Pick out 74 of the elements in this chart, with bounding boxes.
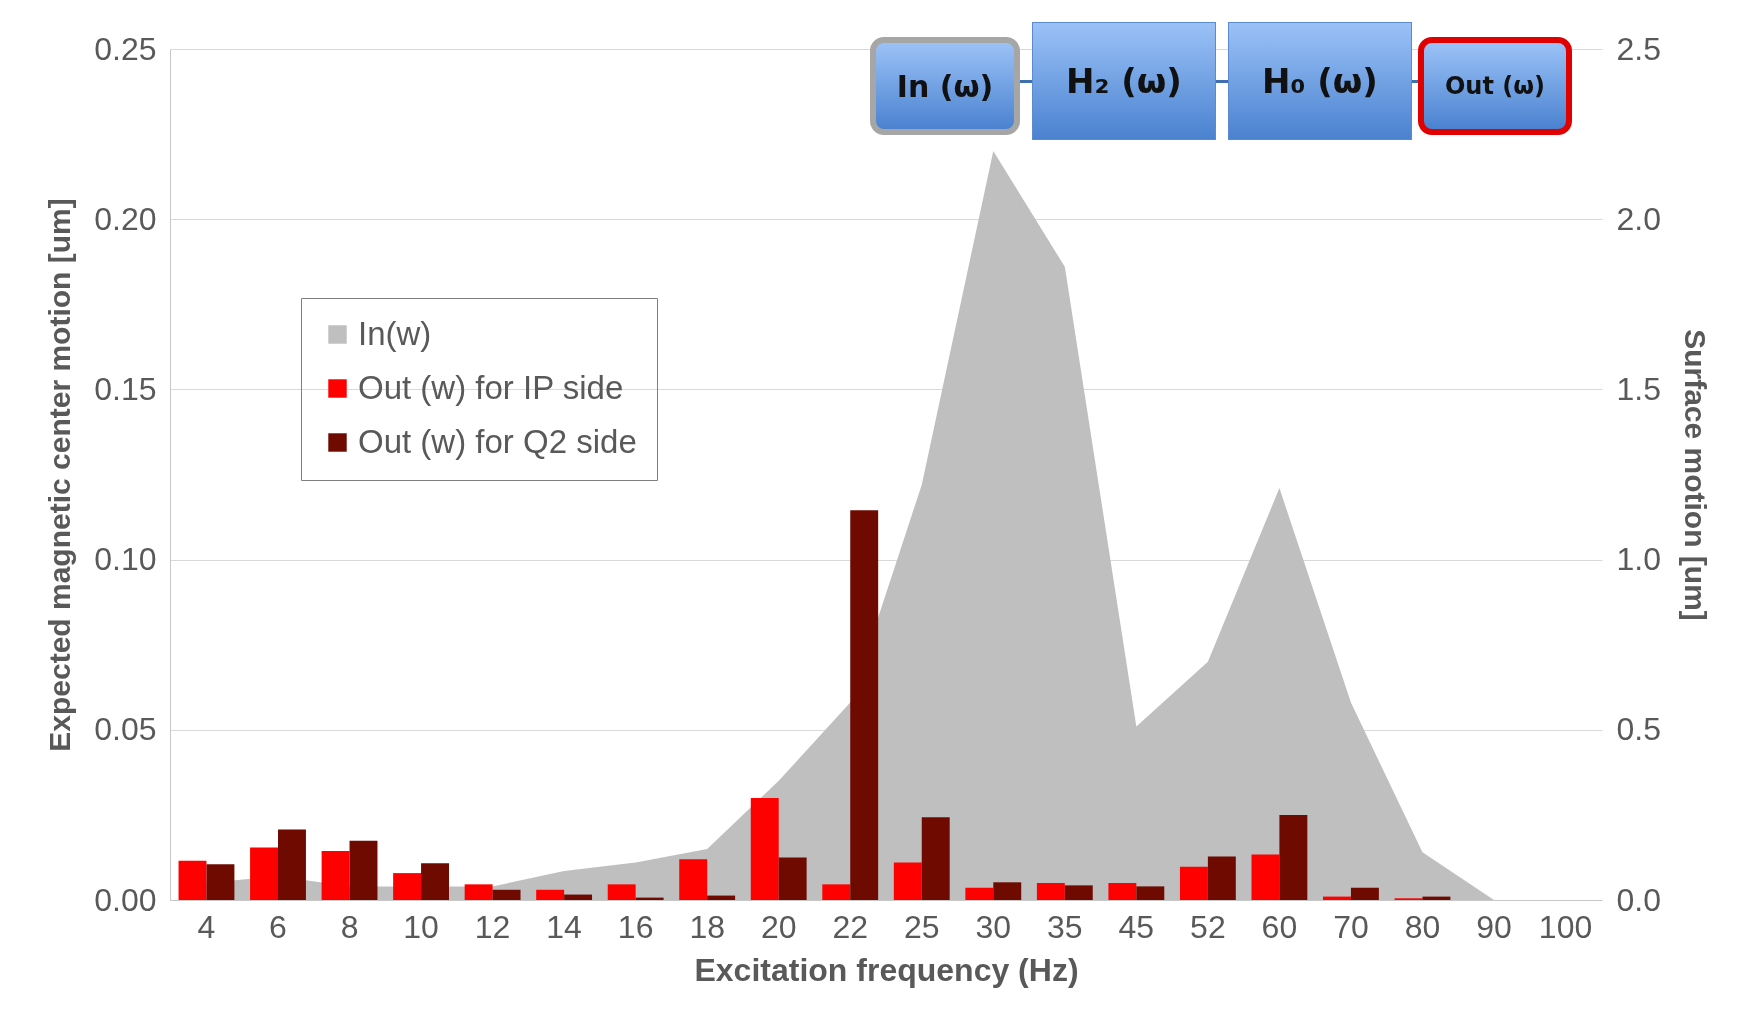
- y2-tick-label: 2.0: [1616, 200, 1661, 237]
- y2-axis-title: Surface motion [um]: [1678, 329, 1712, 621]
- x-tick-label: 30: [975, 908, 1012, 945]
- bar: [607, 884, 636, 900]
- bar: [1350, 887, 1379, 900]
- annotation: H₀ (ω): [1228, 22, 1412, 140]
- x-tick-label: 12: [474, 908, 511, 945]
- bar: [750, 797, 779, 900]
- x-tick-label: 90: [1476, 908, 1512, 945]
- x-axis-title: Excitation frequency (Hz): [694, 951, 1079, 988]
- bar: [1207, 856, 1236, 900]
- bar: [564, 894, 593, 900]
- x-tick-label: 18: [689, 908, 725, 945]
- bar: [206, 864, 235, 900]
- y-tick-label: 0.00: [94, 881, 157, 918]
- x-tick-label: 20: [760, 908, 797, 945]
- bar: [1251, 854, 1280, 900]
- bar: [421, 863, 449, 900]
- y-tick-label: 0.05: [94, 711, 157, 748]
- bar: [893, 862, 922, 900]
- x-tick-label: 70: [1333, 908, 1369, 945]
- bar: [321, 850, 350, 900]
- annotation: In (ω): [870, 37, 1020, 135]
- x-tick-label: 45: [1118, 908, 1155, 945]
- x-tick-label: 6: [269, 908, 287, 945]
- y2-tick-label: 0.0: [1616, 881, 1661, 918]
- x-tick-label: 14: [546, 908, 582, 945]
- bar: [492, 889, 521, 900]
- annotation: H₂ (ω): [1032, 22, 1216, 140]
- y-tick-label: 0.20: [94, 200, 157, 237]
- annotation: Out (ω): [1418, 37, 1572, 135]
- legend-label: Out (w) for IP side: [358, 368, 624, 406]
- bar: [464, 884, 493, 900]
- bar: [1279, 814, 1308, 900]
- bar: [679, 859, 708, 900]
- x-tick-label: 100: [1538, 908, 1593, 945]
- legend-label: In(w): [358, 314, 432, 352]
- x-tick-label: 22: [832, 908, 869, 945]
- x-tick-label: 35: [1047, 908, 1083, 945]
- bar: [349, 840, 378, 900]
- y-tick-label: 0.15: [94, 370, 157, 407]
- bar: [993, 882, 1022, 900]
- legend-label: Out (w) for Q2 side: [358, 422, 637, 460]
- x-tick-label: 10: [403, 908, 439, 945]
- bar: [822, 884, 851, 900]
- x-tick-label: 8: [340, 908, 359, 945]
- bar: [1179, 866, 1208, 900]
- y2-tick-label: 1.0: [1616, 541, 1661, 578]
- bar: [178, 860, 207, 900]
- y-tick-label: 0.25: [94, 30, 157, 67]
- bar: [921, 817, 950, 900]
- x-tick-label: 80: [1404, 908, 1441, 945]
- bar: [778, 857, 807, 900]
- bar: [250, 847, 279, 900]
- x-tick-label: 52: [1190, 908, 1226, 945]
- bar: [536, 889, 565, 900]
- bar: [1064, 885, 1093, 900]
- bar: [1036, 882, 1065, 900]
- y-axis-title: Expected magnetic center motion [um]: [43, 198, 77, 752]
- x-tick-label: 16: [617, 908, 654, 945]
- x-tick-label: 60: [1261, 908, 1298, 945]
- y-tick-label: 0.10: [94, 541, 157, 578]
- x-tick-label: 25: [903, 908, 940, 945]
- bar: [393, 873, 422, 900]
- bar: [1136, 886, 1165, 900]
- y2-tick-label: 1.5: [1616, 370, 1661, 407]
- bar: [1108, 882, 1137, 900]
- bar: [707, 895, 736, 900]
- bar: [965, 887, 994, 900]
- x-tick-label: 4: [197, 908, 216, 945]
- y2-tick-label: 2.5: [1616, 30, 1661, 67]
- bar: [278, 829, 306, 900]
- y2-tick-label: 0.5: [1616, 711, 1661, 748]
- bar: [850, 510, 879, 900]
